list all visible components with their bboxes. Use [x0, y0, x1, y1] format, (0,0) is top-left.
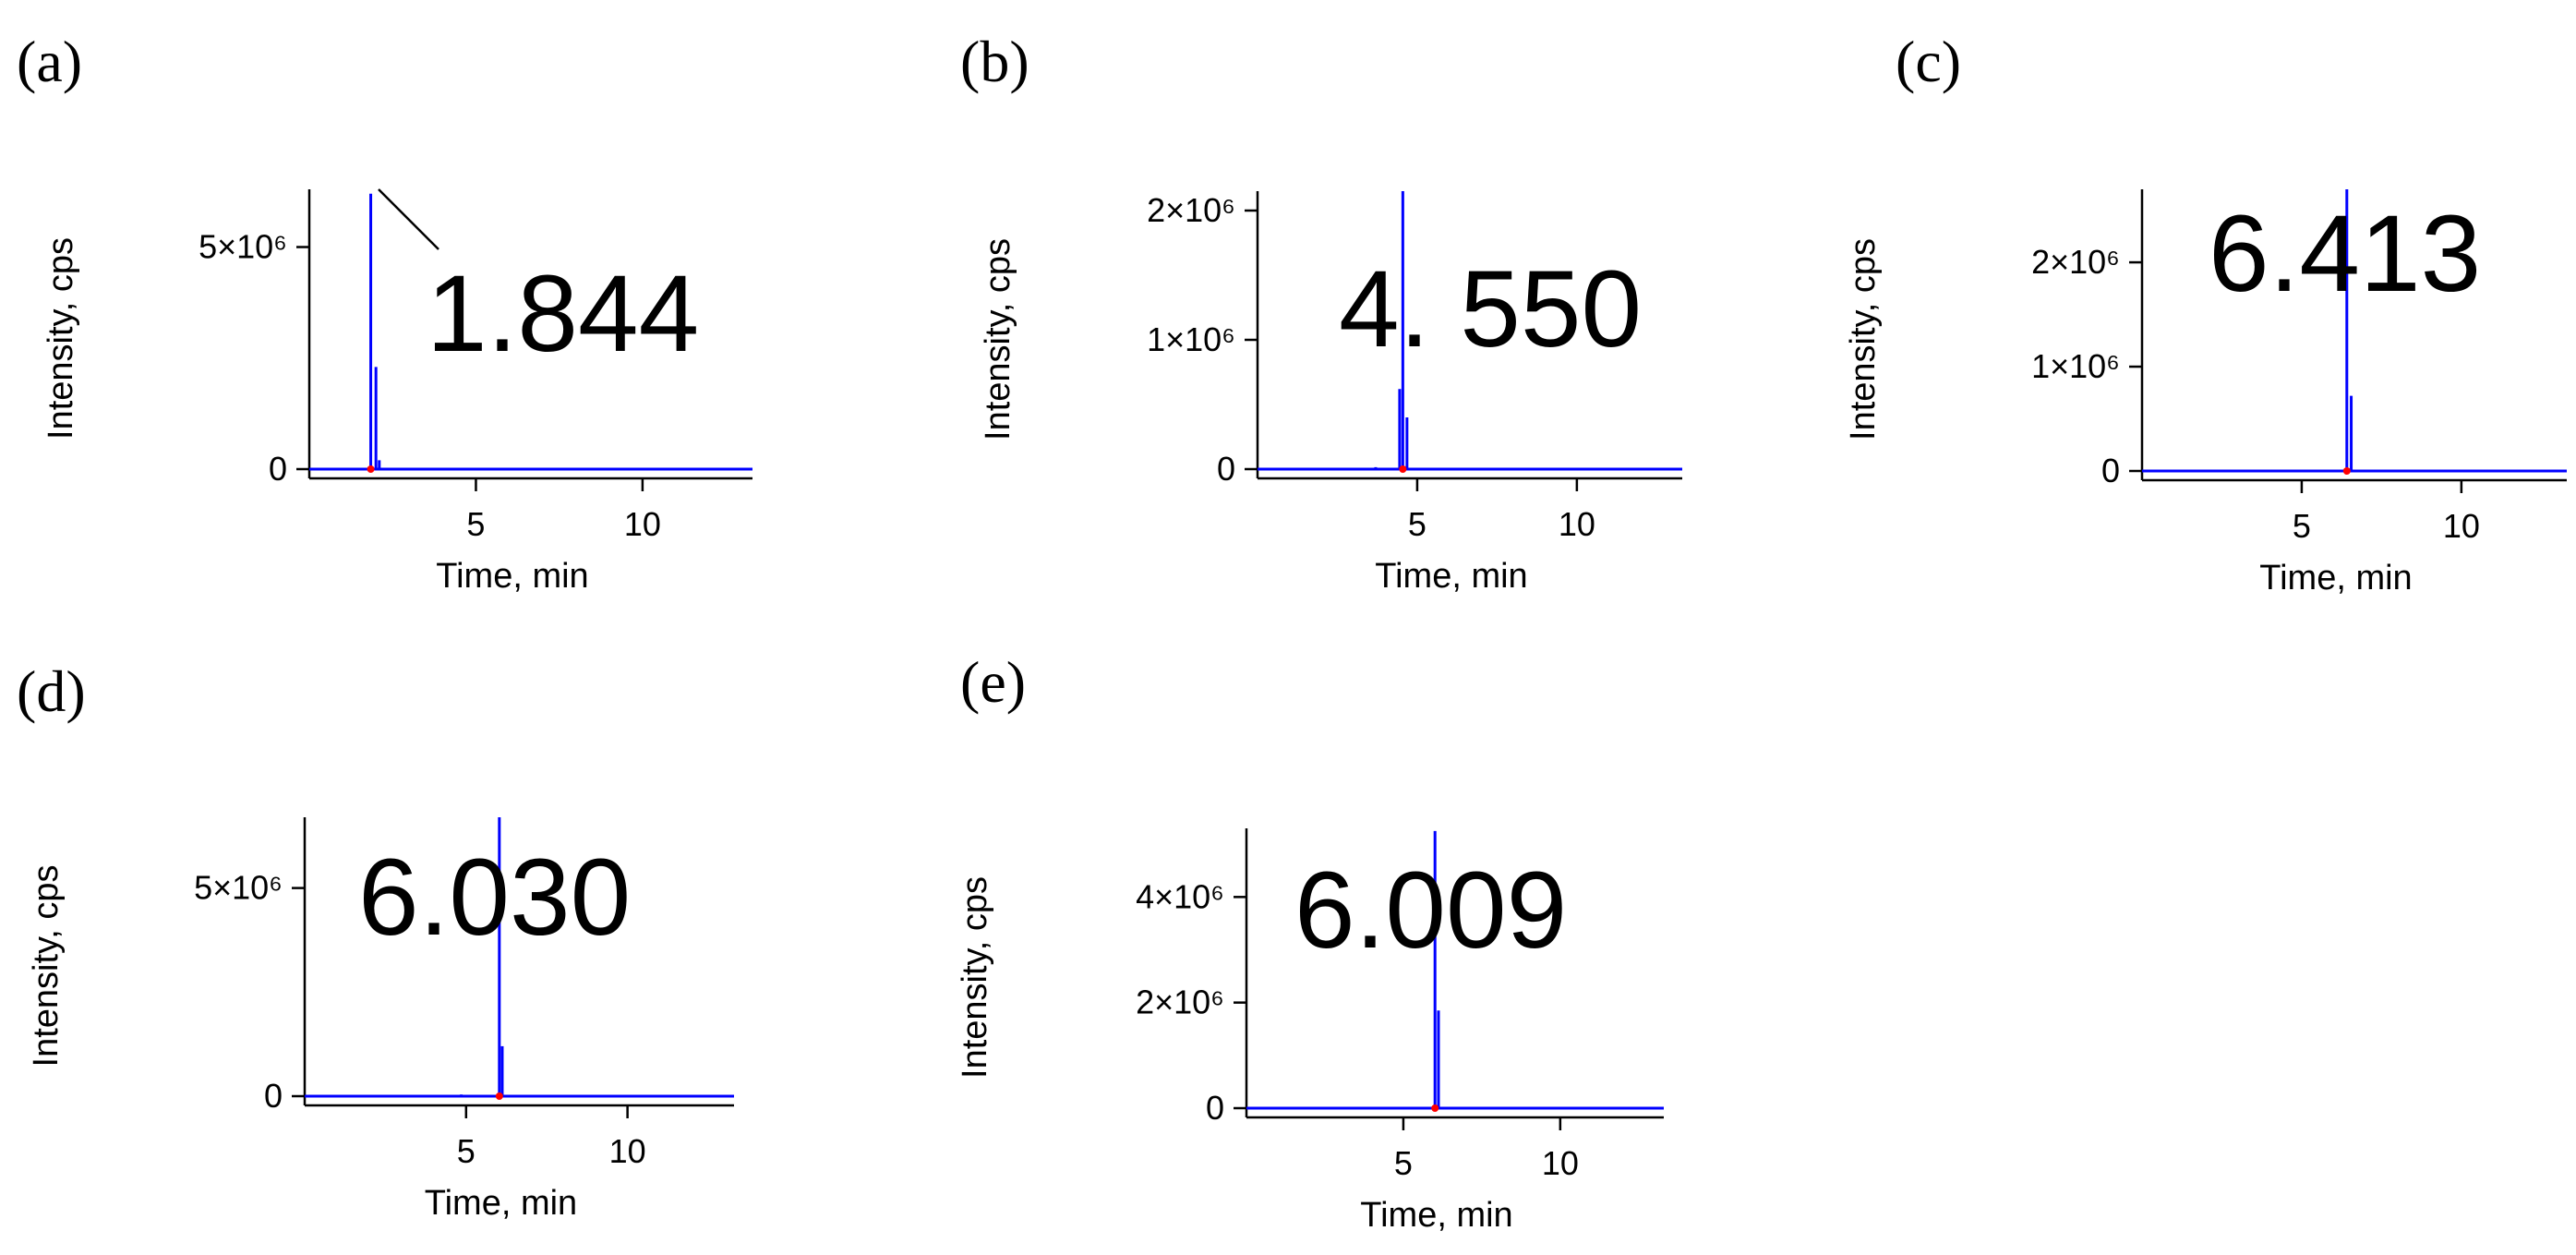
retention-time-label: 6.030 — [358, 837, 631, 959]
retention-time-label: 6.413 — [2209, 193, 2481, 315]
x-tick-label: 10 — [1559, 505, 1595, 543]
panel-label: (c) — [1896, 29, 1961, 94]
panel-label: (d) — [17, 658, 86, 724]
peak-marker — [495, 1092, 503, 1100]
y-axis-title: Intensity, cps — [27, 865, 66, 1068]
peak-marker — [2342, 467, 2351, 475]
x-tick-label: 10 — [624, 505, 661, 543]
chart-panel-4: (d) 0 5×10⁶ 5 10 Time, min Intensity, cps 6.030 — [17, 658, 734, 1223]
x-tick-label: 10 — [2443, 507, 2480, 545]
x-tick-label: 5 — [466, 505, 485, 543]
y-tick-label: 4×10⁶ — [1136, 877, 1224, 915]
panel-label: (e) — [960, 649, 1026, 715]
chart-panel-2: (b) 0 1×10⁶ 2×10⁶ 5 10 Time, min Intensity, cps… — [960, 29, 1682, 596]
x-axis-title: Time, min — [2259, 559, 2412, 597]
peak-marker — [367, 465, 375, 473]
y-tick-label: 1×10⁶ — [2031, 347, 2120, 385]
x-tick-label: 10 — [1542, 1144, 1579, 1182]
x-axis-title: Time, min — [1360, 1196, 1512, 1235]
x-tick-label: 5 — [457, 1132, 475, 1170]
retention-time-label: 1.844 — [427, 253, 699, 375]
peak-marker — [1431, 1104, 1439, 1112]
y-tick-label: 2×10⁶ — [1136, 983, 1224, 1021]
chart-panel-5: (e) 0 2×10⁶ 4×10⁶ 5 10 Time, min Intensity, cps… — [956, 649, 1664, 1235]
chart-panel-3: (c) 0 1×10⁶ 2×10⁶ 5 10 Time, min Intensity, cps… — [1844, 29, 2567, 597]
panel-label: (b) — [960, 29, 1029, 94]
y-tick-label: 0 — [269, 450, 287, 488]
y-tick-label: 2×10⁶ — [1147, 191, 1235, 229]
y-tick-label: 2×10⁶ — [2031, 243, 2120, 281]
y-tick-label: 1×10⁶ — [1147, 320, 1235, 358]
chart-panel-1: (a) 0 5×10⁶ 5 10 Time, min Intensity, cps 1.844 — [17, 29, 752, 596]
retention-time-label: 6.009 — [1294, 850, 1567, 971]
y-tick-label: 5×10⁶ — [199, 228, 287, 266]
x-tick-label: 10 — [609, 1132, 646, 1170]
x-axis-title: Time, min — [436, 557, 588, 596]
y-axis-title: Intensity, cps — [42, 237, 80, 440]
y-tick-label: 0 — [264, 1077, 283, 1115]
x-axis-title: Time, min — [425, 1184, 577, 1223]
retention-time-label: 4. 550 — [1339, 248, 1642, 370]
y-tick-label: 0 — [1206, 1089, 1224, 1127]
y-tick-label: 5×10⁶ — [194, 869, 283, 907]
peak-marker — [1399, 465, 1407, 473]
panel-label: (a) — [17, 29, 82, 94]
x-tick-label: 5 — [2293, 507, 2311, 545]
y-tick-label: 0 — [1217, 450, 1235, 488]
x-axis-title: Time, min — [1375, 557, 1527, 596]
x-tick-label: 5 — [1408, 505, 1426, 543]
y-tick-label: 0 — [2101, 452, 2120, 489]
callout-line — [378, 188, 439, 250]
x-tick-label: 5 — [1394, 1144, 1413, 1182]
y-axis-title: Intensity, cps — [956, 876, 994, 1079]
y-axis-title: Intensity, cps — [1844, 238, 1883, 440]
y-axis-title: Intensity, cps — [979, 238, 1017, 440]
